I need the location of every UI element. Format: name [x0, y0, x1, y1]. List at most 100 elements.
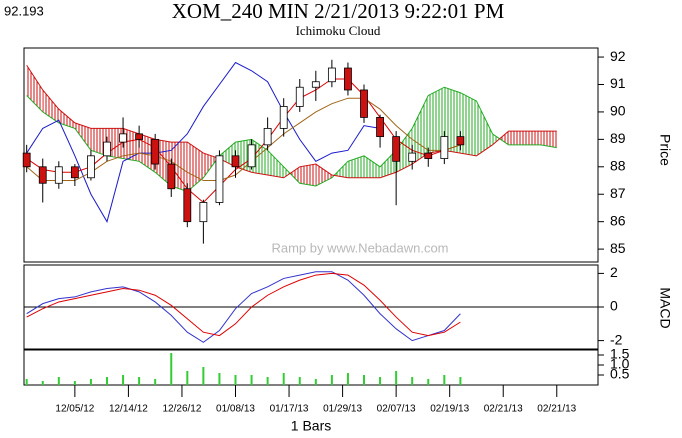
candle-body [392, 136, 401, 162]
x-tick-label: 12/26/12 [162, 404, 201, 415]
volume-bar [154, 379, 157, 385]
x-tick-label: 01/17/13 [270, 404, 309, 415]
watermark: Ramp by www.Nebadawn.com [271, 240, 448, 255]
candle-body [167, 163, 176, 190]
candle-body [119, 133, 127, 143]
volume-bar [218, 373, 221, 385]
cloud-segment [380, 150, 397, 178]
cloud-segment [42, 89, 59, 123]
cloud-segment [187, 142, 204, 192]
volume-bar [41, 381, 44, 385]
candle-body [295, 86, 304, 107]
cloud-segment [74, 122, 91, 151]
volume-bar [443, 375, 446, 385]
y-tick-label: 0 [610, 298, 618, 314]
lagging-line [26, 61, 381, 223]
candle-body [327, 67, 336, 83]
y-tick-label: 88 [610, 158, 626, 174]
x-tick-label: 02/07/13 [377, 404, 416, 415]
y-tick-label: 89 [610, 130, 626, 146]
cloud-segment [219, 142, 236, 167]
x-tick-label: 02/21/13 [537, 404, 576, 415]
candle-body [231, 155, 240, 168]
volume-bar [459, 377, 462, 385]
y-axis-label: MACD [657, 287, 673, 328]
candle-body [311, 81, 320, 88]
volume-bar [89, 379, 92, 385]
x-tick-label: 02/19/13 [430, 404, 469, 415]
volume-bar [395, 371, 398, 385]
candle-body [376, 117, 384, 138]
span-a-line [26, 86, 557, 193]
volume-bar [266, 377, 269, 385]
volume-bar [25, 379, 28, 385]
volume-bar [186, 371, 189, 385]
cloud-segment [290, 166, 300, 184]
cloud-segment [524, 131, 541, 145]
y-tick-label: 1.5 [610, 346, 630, 362]
y-tick-label: 87 [610, 185, 626, 201]
y-tick-label: 90 [610, 103, 626, 119]
macd-line [26, 272, 461, 337]
candle-body [279, 106, 288, 129]
volume-bar [330, 375, 333, 385]
cloud-segment [508, 131, 525, 145]
candle-body [135, 133, 144, 140]
volume-bar [363, 375, 366, 385]
cloud-segment [267, 150, 284, 178]
volume-bar [298, 377, 301, 385]
candle-body [424, 152, 433, 159]
volume-bar [411, 377, 414, 385]
cloud-segment [476, 100, 493, 156]
x-tick-label: 01/29/13 [323, 404, 362, 415]
x-tick-label: 12/14/12 [109, 404, 148, 415]
candle-body [151, 138, 160, 165]
volume-bar [170, 353, 173, 385]
y-tick-label: 85 [610, 240, 626, 256]
cloud-segment [251, 139, 268, 176]
cloud-segment [203, 153, 218, 178]
x-axis-label: 1 Bars [291, 418, 331, 434]
chart-subtitle: Ichimoku Cloud [296, 23, 381, 38]
volume-bar [427, 379, 430, 385]
volume-bar [202, 367, 205, 385]
volume-bar [234, 375, 237, 385]
span-b-line [26, 65, 557, 179]
volume-bar [282, 373, 285, 385]
volume-bar [379, 377, 382, 385]
cloud-segment [347, 155, 365, 178]
cloud-segment [412, 95, 429, 165]
panel-frame [23, 349, 599, 386]
candle-body [408, 152, 417, 162]
volume-bar [346, 373, 349, 385]
cloud-segment [499, 131, 509, 145]
volume-bar [73, 381, 76, 385]
candle-body [215, 155, 224, 203]
y-tick-label: 92 [610, 48, 626, 64]
candle-body [183, 188, 192, 223]
cloud-segment [428, 87, 445, 154]
cloud-segment [460, 92, 477, 156]
cloud-segment [396, 128, 413, 173]
cloud-segment [444, 87, 461, 154]
cloud-segment [492, 133, 500, 145]
cloud-segment [106, 128, 124, 159]
chart-title: XOM_240 MIN 2/21/2013 9:22:01 PM [172, 0, 505, 23]
indicator-line [26, 78, 461, 204]
candle-body [360, 89, 368, 118]
y-axis-label: Price [657, 134, 673, 166]
cloud-segment [540, 131, 557, 148]
candle-body [440, 136, 449, 159]
candle-body [247, 144, 256, 168]
cloud-segment [235, 139, 252, 173]
candle-body [456, 136, 465, 146]
x-tick-label: 01/08/13 [216, 404, 255, 415]
candle-body [344, 67, 352, 91]
cloud-segment [315, 164, 332, 187]
y-tick-label: 2 [610, 264, 618, 280]
cloud-segment [123, 128, 140, 162]
cloud-segment [26, 65, 43, 112]
y-tick-label: 1.0 [610, 356, 630, 372]
